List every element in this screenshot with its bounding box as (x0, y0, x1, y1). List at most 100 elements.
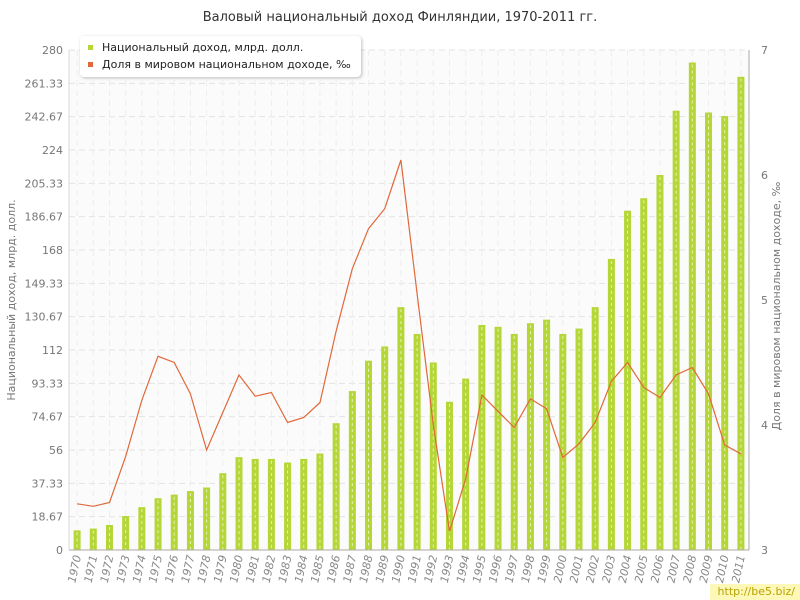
line-point[interactable] (577, 441, 582, 446)
bar[interactable] (591, 307, 599, 550)
line-point[interactable] (301, 415, 306, 420)
line-point[interactable] (463, 476, 468, 481)
bar[interactable] (105, 525, 113, 550)
line-series (75, 158, 743, 534)
x-tick-label: 1991 (405, 554, 424, 584)
x-tick-label: 2007 (665, 554, 684, 584)
line-point[interactable] (204, 448, 209, 453)
x-tick-label: 1996 (486, 554, 505, 584)
line-point[interactable] (172, 360, 177, 365)
line-point[interactable] (123, 454, 128, 459)
right-tick-label: 4 (761, 419, 768, 432)
x-tick-label: 2006 (648, 554, 667, 584)
bar[interactable] (413, 333, 421, 550)
line-point[interactable] (253, 394, 258, 399)
share-line[interactable] (77, 159, 742, 532)
x-tick-label: 1997 (503, 554, 522, 584)
left-tick-label: 130.67 (25, 311, 64, 324)
x-tick-label: 1982 (260, 554, 279, 584)
line-point[interactable] (139, 398, 144, 403)
left-tick-label: 18.67 (32, 511, 64, 524)
line-point[interactable] (269, 390, 274, 395)
bar[interactable] (284, 462, 292, 551)
x-tick-label: 1984 (292, 554, 311, 584)
x-tick-label: 1993 (438, 554, 457, 584)
bar[interactable] (656, 175, 664, 550)
line-point[interactable] (237, 373, 242, 378)
line-point[interactable] (479, 393, 484, 398)
legend-item-income[interactable]: Национальный доход, млрд. долл. (88, 39, 351, 56)
line-point[interactable] (641, 385, 646, 390)
line-point[interactable] (334, 329, 339, 334)
x-tick-label: 1995 (470, 554, 489, 584)
line-point[interactable] (188, 391, 193, 396)
chart-legend[interactable]: Национальный доход, млрд. долл. Доля в м… (80, 36, 361, 77)
x-tick-label: 2011 (729, 554, 748, 584)
line-point[interactable] (91, 504, 96, 509)
line-point[interactable] (366, 226, 371, 231)
line-point[interactable] (75, 501, 80, 506)
line-point[interactable] (528, 396, 533, 401)
right-tick-label: 3 (761, 544, 768, 557)
left-tick-label: 242.67 (25, 111, 64, 124)
line-point[interactable] (496, 409, 501, 414)
line-point[interactable] (350, 266, 355, 271)
left-tick-label: 168 (42, 244, 63, 257)
bar[interactable] (526, 323, 534, 550)
line-point[interactable] (512, 425, 517, 430)
bar[interactable] (510, 333, 518, 550)
line-point[interactable] (107, 500, 112, 505)
line-point[interactable] (431, 423, 436, 428)
x-tick-label: 1998 (519, 554, 538, 584)
x-tick-label: 1999 (535, 554, 554, 584)
bar[interactable] (559, 333, 567, 550)
bar-series (73, 62, 745, 551)
line-point[interactable] (382, 206, 387, 211)
line-point[interactable] (706, 391, 711, 396)
line-point[interactable] (447, 529, 452, 534)
x-tick-label: 2008 (681, 554, 700, 584)
x-tick-label: 1988 (357, 554, 376, 584)
x-tick-label: 1989 (373, 554, 392, 584)
x-tick-label: 1977 (179, 554, 198, 584)
line-point[interactable] (285, 420, 290, 425)
bar[interactable] (397, 307, 405, 550)
bar[interactable] (316, 453, 324, 550)
legend-item-share[interactable]: Доля в мировом национальном доходе, ‰ (88, 56, 351, 73)
line-point[interactable] (593, 420, 598, 425)
bar[interactable] (721, 116, 729, 551)
line-point[interactable] (690, 365, 695, 370)
bar[interactable] (640, 198, 648, 550)
line-point[interactable] (609, 379, 614, 384)
line-point[interactable] (738, 451, 743, 456)
line-point[interactable] (415, 291, 420, 296)
x-tick-label: 1973 (114, 554, 133, 584)
line-point[interactable] (398, 158, 403, 163)
bar[interactable] (607, 258, 615, 550)
line-point[interactable] (674, 373, 679, 378)
x-tick-label: 2005 (632, 554, 651, 584)
bar[interactable] (348, 391, 356, 550)
watermark-link[interactable]: http://be5.biz/ (709, 584, 800, 600)
right-tick-label: 6 (761, 169, 768, 182)
line-point[interactable] (156, 354, 161, 359)
line-point[interactable] (722, 443, 727, 448)
bar[interactable] (381, 346, 389, 550)
bar[interactable] (462, 378, 470, 550)
line-point[interactable] (220, 410, 225, 415)
x-tick-label: 2004 (616, 554, 635, 584)
bar[interactable] (543, 319, 551, 550)
bar[interactable] (203, 487, 211, 551)
line-point[interactable] (657, 395, 662, 400)
line-point[interactable] (560, 455, 565, 460)
line-point[interactable] (544, 406, 549, 411)
bar[interactable] (154, 498, 162, 550)
line-point[interactable] (317, 400, 322, 405)
left-tick-label: 149.33 (25, 277, 64, 290)
bar[interactable] (186, 491, 194, 550)
plot-background (69, 50, 749, 550)
bar[interactable] (624, 210, 632, 550)
x-tick-label: 1994 (454, 554, 473, 584)
line-point[interactable] (625, 360, 630, 365)
